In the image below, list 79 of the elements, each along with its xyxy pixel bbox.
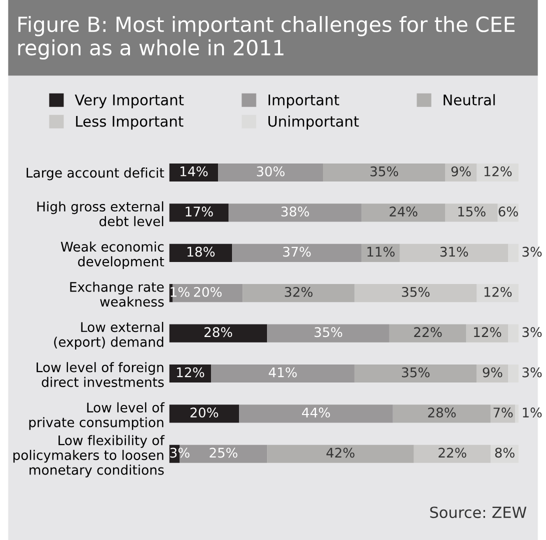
bar [228,204,362,222]
y-tick-label: Low flexibility of policymakers to loosen monetary conditions [13,435,165,478]
data-label: 17% [186,206,213,217]
y-tick-label: High gross external debt level [37,201,164,226]
y-tick-label: Low level of foreign direct investments [36,362,164,388]
data-label: 20% [190,408,218,418]
y-tick-label: Low level of private consumption [29,402,165,430]
bar [267,324,390,342]
data-label: 12% [474,327,502,338]
data-label: 9% [451,166,471,176]
bar [508,244,519,262]
data-label: 18% [187,246,215,257]
bar [232,244,362,262]
bar [389,324,466,342]
legend-label: Neutral [444,94,495,106]
source-note: Source: ZEW [430,506,526,518]
y-tick-label: Low external (export) demand [54,322,164,350]
data-label: 24% [390,206,418,217]
bar [392,404,491,423]
data-label: 9% [482,367,502,378]
chart-title: Figure B: Most important challenges for the CEE region as a whole in 2011 [18,16,515,60]
y-tick-label: Large account deficit [26,168,164,180]
data-label: 32% [284,286,312,297]
data-label: 11% [367,246,395,257]
data-label: 1% [522,408,542,418]
data-label: 31% [440,246,468,257]
data-label: 22% [414,327,442,338]
data-label: 12% [484,166,512,176]
data-label: 7% [494,408,513,418]
bar [169,244,232,262]
data-label: 3% [522,246,542,257]
data-label: 6% [498,206,518,217]
data-label: 28% [204,327,232,338]
data-label: 44% [302,408,330,418]
data-label: 8% [495,448,514,458]
bar [242,284,354,302]
data-label: 3% [522,327,542,338]
data-label: 35% [314,327,342,338]
bar [354,284,477,302]
bar [211,364,354,383]
y-tick-label: Weak economic development [60,242,164,270]
data-label: 12% [484,286,512,297]
bar [239,404,393,423]
bar [361,204,446,222]
bar [445,204,498,222]
data-label: 35% [402,367,430,378]
bar [508,364,519,383]
data-label: 15% [458,206,486,217]
bar [414,444,491,463]
data-label: 22% [438,448,466,458]
legend-label: Less Important [76,116,184,130]
data-label: 30% [256,166,285,176]
data-label: 35% [370,166,398,176]
data-label: 37% [283,246,311,257]
bar [218,163,324,182]
legend-label: Unimportant [268,116,359,130]
data-label: 25% [210,448,238,458]
y-tick-label: Exchange rate weakness [70,282,164,307]
bar [515,404,519,423]
data-label: 12% [177,367,204,378]
data-label: 38% [281,206,309,217]
data-label: 28% [428,408,456,418]
legend-label: Important [268,94,340,108]
data-label: 41% [268,367,297,378]
bar [400,244,508,262]
bar [354,364,477,383]
bar [323,163,446,182]
bar [169,204,229,222]
legend-label: Very Important [74,94,184,108]
data-label: 14% [180,166,208,176]
bar [169,324,268,342]
bar [508,324,519,342]
bar [267,444,414,463]
data-label: 42% [326,448,354,458]
data-label: 35% [402,286,430,297]
data-label: 20% [194,286,222,297]
data-label: 3% [522,367,542,378]
bar [169,163,218,182]
bar [169,404,240,423]
